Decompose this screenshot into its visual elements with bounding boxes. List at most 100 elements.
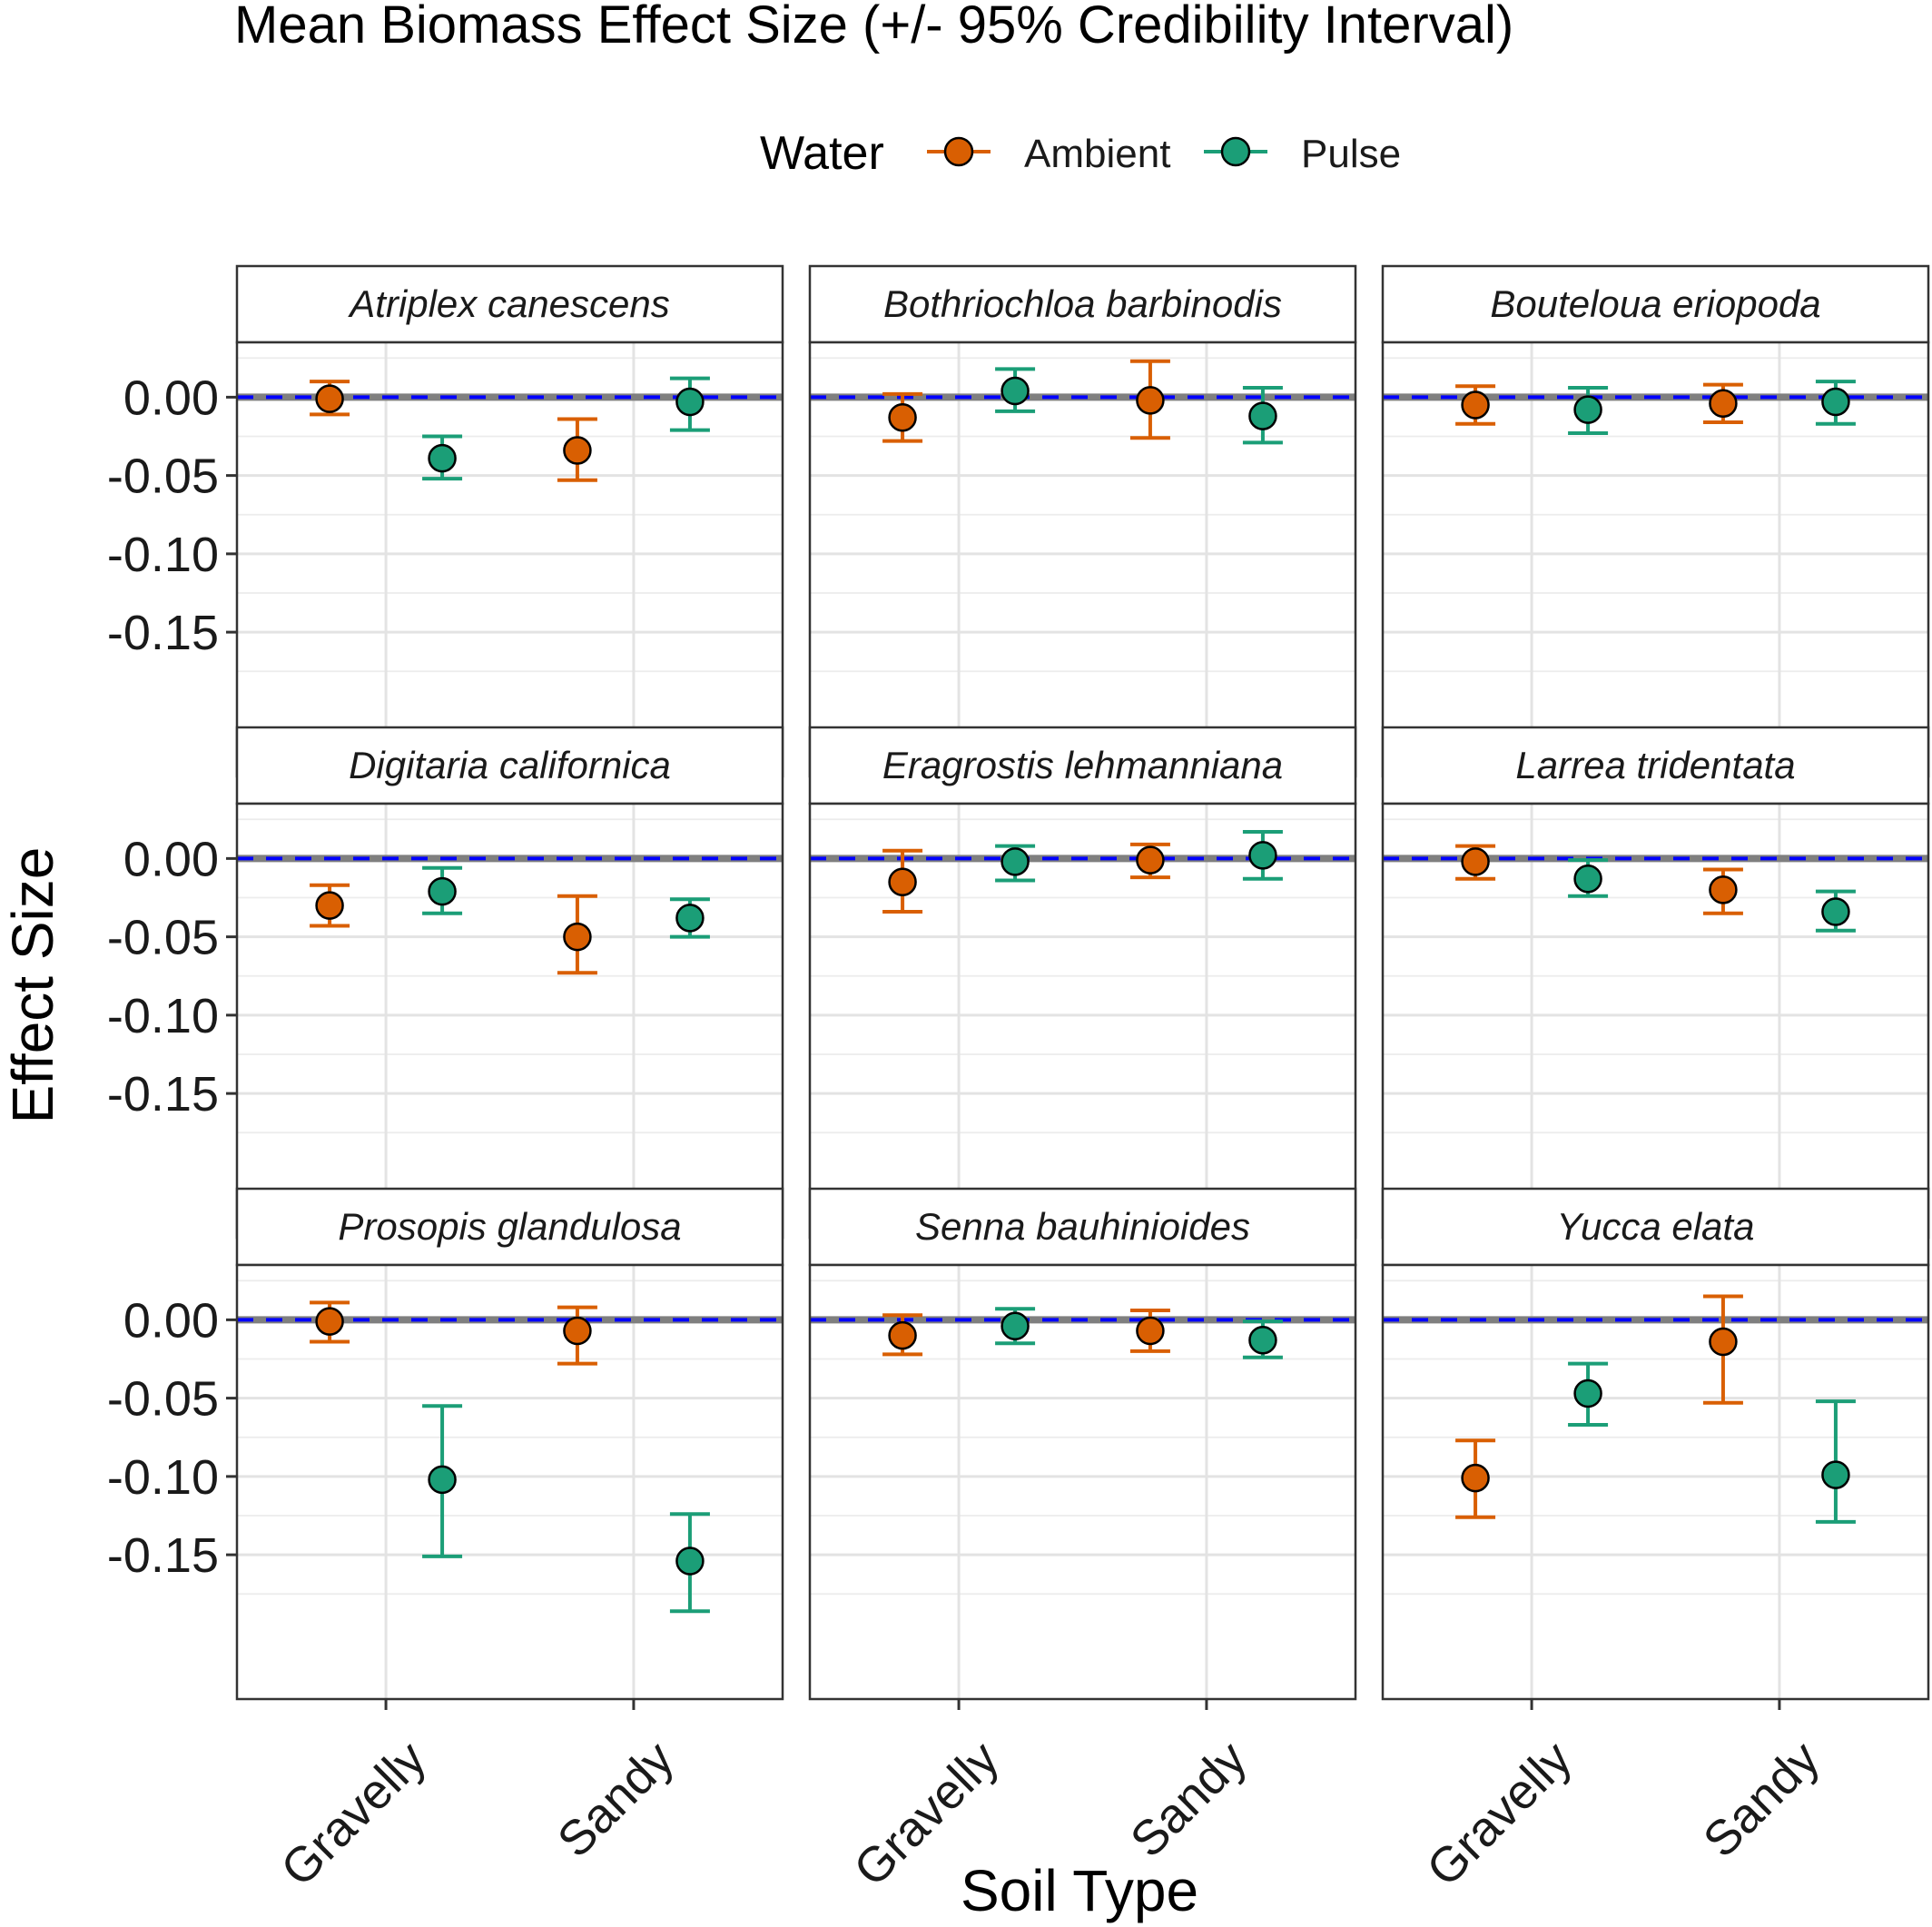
data-point-pulse-gravelly [995, 844, 1036, 883]
y-tick-label: 0.00 [123, 832, 219, 886]
data-point-ambient-sandy [557, 894, 597, 975]
data-point-pulse-gravelly [1568, 386, 1609, 436]
y-tick-label: -0.05 [107, 1372, 219, 1427]
data-point [675, 1547, 705, 1576]
data-point-pulse-gravelly [422, 1404, 463, 1558]
facet-strip-label: Bothriochloa barbinodis [883, 282, 1282, 325]
data-point [675, 904, 705, 933]
data-point-pulse-sandy [1242, 1319, 1283, 1359]
data-point [1461, 390, 1490, 420]
panel-bouteloua-eriopoda: Bouteloua eriopoda [1381, 264, 1930, 778]
y-tick-label: 0.00 [123, 371, 219, 425]
data-point-ambient-gravelly [310, 883, 350, 928]
data-point [1461, 847, 1490, 876]
data-point-ambient-gravelly [310, 380, 350, 417]
x-tick-label: Gravelly [271, 1731, 436, 1896]
data-point [1573, 395, 1602, 424]
legend: Water Ambient Pulse [760, 127, 1401, 180]
data-point [315, 891, 344, 920]
y-tick-label: -0.10 [107, 1450, 219, 1505]
data-point [1248, 841, 1277, 870]
data-point-pulse-sandy [1815, 889, 1856, 933]
data-point [1000, 1311, 1030, 1341]
data-point [1000, 847, 1030, 876]
facet-strip-label: Bouteloua eriopoda [1490, 282, 1820, 325]
data-point [1709, 1327, 1738, 1357]
facet-strip [235, 1187, 784, 1267]
data-point [1136, 845, 1165, 875]
data-point-ambient-sandy [1702, 382, 1743, 424]
data-point-ambient-gravelly [310, 1300, 350, 1344]
facet-strip-label: Eragrostis lehmanniana [882, 744, 1283, 786]
facet-strip [1381, 726, 1930, 805]
facet-strip [808, 264, 1357, 344]
data-point-pulse-sandy [669, 897, 710, 939]
facet-strip [808, 726, 1357, 805]
chart-title: Mean Biomass Effect Size (+/- 95% Credib… [234, 0, 1513, 54]
plot-background [810, 804, 1355, 1238]
data-point-ambient-gravelly [882, 1313, 923, 1357]
data-point-pulse-gravelly [422, 865, 463, 915]
facet-strip-label: Senna bauhinioides [915, 1205, 1250, 1248]
panel-yucca-elata: Yucca elata Gravelly Sandy [1381, 1187, 1930, 1897]
data-point [563, 436, 592, 465]
facet-strip-label: Prosopis glandulosa [338, 1205, 681, 1248]
data-point [1821, 387, 1850, 417]
legend-label: Ambient [1024, 132, 1170, 176]
data-point [1573, 865, 1602, 894]
y-tick-label: 0.00 [123, 1293, 219, 1348]
data-point-pulse-sandy [669, 376, 710, 432]
legend-key-point [943, 136, 974, 167]
panel-eragrostis-lehmanniana: Eragrostis lehmanniana [808, 726, 1357, 1240]
panel-digitaria-californica: Digitaria californica 0.00 -0.05 -0.10 -0.15 [107, 726, 784, 1240]
data-point [1000, 376, 1030, 406]
facet-strip-label: Yucca elata [1557, 1205, 1755, 1248]
data-point-ambient-gravelly [882, 848, 923, 914]
data-point [315, 1307, 344, 1336]
data-point-pulse-sandy [1242, 830, 1283, 881]
y-tick-label: -0.10 [107, 528, 219, 582]
x-tick-label: Gravelly [1416, 1731, 1582, 1896]
panel-border [808, 1263, 1357, 1701]
data-point-ambient-sandy [1129, 842, 1170, 880]
data-point-ambient-sandy [557, 1305, 597, 1366]
legend-item-pulse: Pulse [1204, 132, 1401, 176]
data-point-ambient-gravelly [882, 391, 923, 443]
legend-label: Pulse [1301, 132, 1401, 176]
data-point [428, 876, 457, 906]
data-point [1821, 1460, 1850, 1489]
panel-border [1381, 1263, 1930, 1701]
x-tick-label: Sandy [1693, 1731, 1830, 1868]
facet-grid: Atriplex canescens 0.00 -0.05 -0.10 -0.15 Bot… [107, 264, 1930, 1897]
data-point-pulse-gravelly [995, 367, 1036, 413]
data-point [1709, 875, 1738, 904]
legend-title: Water [760, 127, 884, 180]
panel-bothriochloa-barbinodis: Bothriochloa barbinodis [808, 264, 1357, 778]
data-point [888, 867, 917, 896]
data-point [1248, 401, 1277, 430]
y-axis-title: Effect Size [0, 847, 65, 1124]
data-point-ambient-sandy [1702, 1294, 1743, 1405]
y-tick-label: -0.15 [107, 1067, 219, 1122]
data-point-pulse-sandy [669, 1512, 710, 1614]
data-point [428, 1465, 457, 1495]
data-point-ambient-gravelly [1455, 384, 1496, 426]
panel-prosopis-glandulosa: Prosopis glandulosa 0.00 -0.05 -0.10 -0.15 Gr… [107, 1187, 784, 1897]
panel-larrea-tridentata: Larrea tridentata [1381, 726, 1930, 1240]
data-point [1136, 386, 1165, 415]
y-tick-label: -0.15 [107, 1528, 219, 1583]
data-point [1709, 389, 1738, 419]
x-tick-label: Sandy [1120, 1731, 1257, 1868]
legend-key-point [1220, 136, 1251, 167]
data-point [563, 922, 592, 952]
panel-atriplex-canescens: Atriplex canescens 0.00 -0.05 -0.10 -0.15 [107, 264, 784, 778]
data-point-ambient-gravelly [1455, 1438, 1496, 1519]
data-point [675, 387, 705, 417]
data-point [1821, 897, 1850, 926]
panel-border [235, 1263, 784, 1701]
facet-strip [808, 1187, 1357, 1267]
data-point-ambient-sandy [1129, 359, 1170, 440]
x-tick-label: Sandy [547, 1731, 685, 1868]
